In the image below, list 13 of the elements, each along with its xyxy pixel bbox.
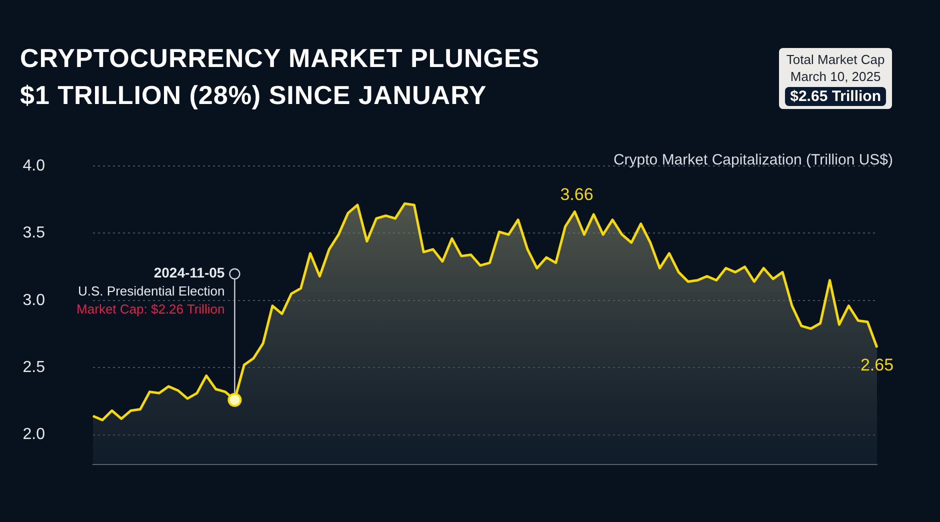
text: Total Market Cap (785, 51, 886, 68)
data-label: 3.66 (560, 184, 594, 204)
y-tick-label: 3.0 (22, 292, 46, 309)
y-tick-label: 2.0 (22, 426, 46, 444)
y-tick-label: 2.5 (22, 359, 46, 376)
text: Crypto Market Capitalization (Trillion US$) (613, 152, 893, 169)
text: March 10, 2025 (789, 68, 882, 85)
y-tick-label: 3.5 (22, 224, 46, 242)
chart-title: CRYPTOCURRENCY MARKET PLUNGES $1 TRILLION (28%) SINCE JANUARY (20, 42, 540, 112)
text: $2.65 Trillion (785, 87, 886, 106)
y-tick-label: 4.0 (22, 157, 46, 174)
annotation: 2024-11-05 U.S. Presidential Election Market Cap: $2.26 Trillion (76, 264, 225, 316)
data-label: 2.65 (860, 356, 894, 375)
